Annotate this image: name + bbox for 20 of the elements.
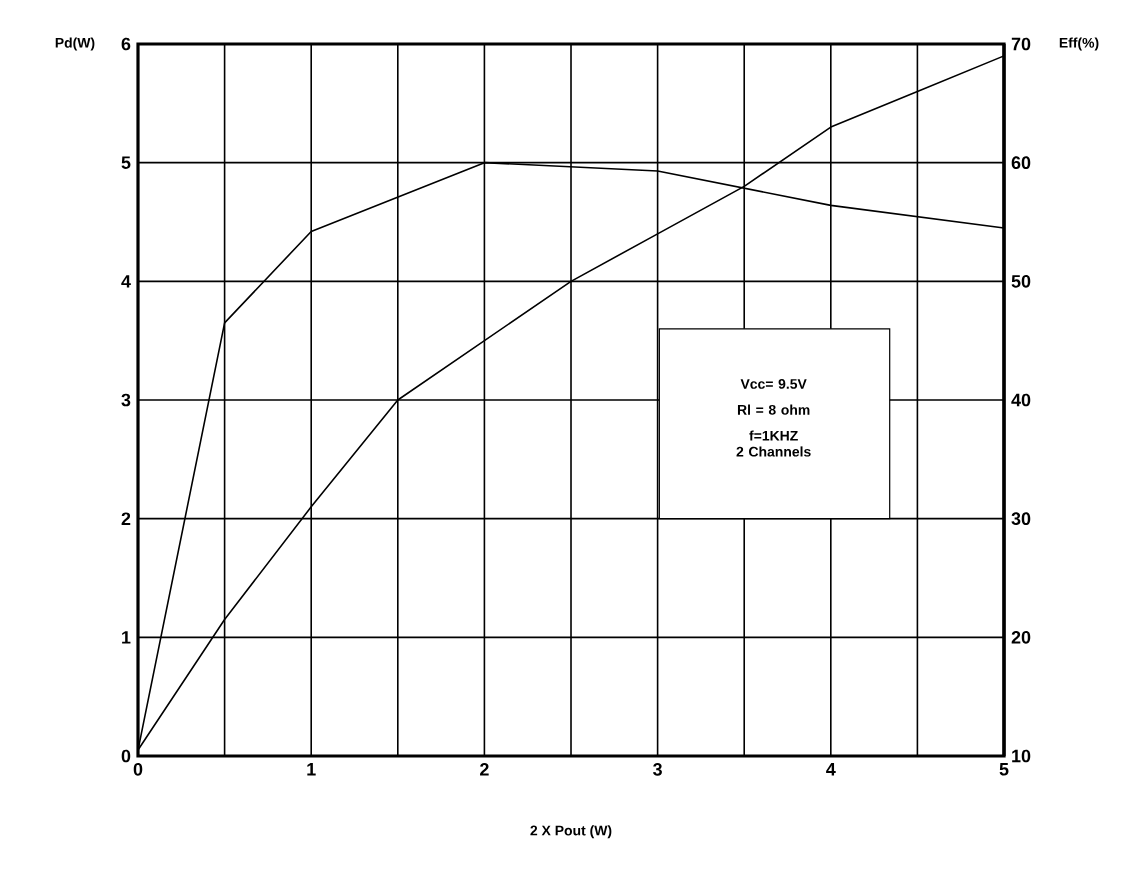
y2-tick-label: 40 — [1011, 393, 1031, 407]
y2-tick-label: 50 — [1011, 274, 1031, 288]
y-tick-label: 6 — [121, 37, 131, 51]
x-tick-label: 3 — [653, 763, 662, 776]
y-tick-label: 3 — [121, 393, 131, 407]
y2-tick-label: 70 — [1011, 37, 1031, 51]
y2-tick-label: 10 — [1012, 749, 1031, 763]
y2-tick-label: 20 — [1011, 630, 1031, 644]
y-tick-label: 0 — [121, 749, 131, 763]
y-tick-label: 1 — [122, 631, 131, 644]
x-tick-label: 0 — [133, 763, 143, 776]
x-tick-label: 5 — [999, 763, 1009, 776]
x-tick-label: 2 — [480, 763, 489, 776]
x-tick-label: 1 — [307, 763, 316, 776]
x-tick-label: 4 — [826, 763, 836, 776]
y-tick-label: 5 — [121, 156, 131, 169]
y2-tick-label: 30 — [1011, 512, 1031, 526]
y-tick-label: 2 — [121, 512, 131, 525]
y2-tick-label: 60 — [1011, 156, 1031, 170]
y-tick-label: 4 — [121, 275, 131, 288]
